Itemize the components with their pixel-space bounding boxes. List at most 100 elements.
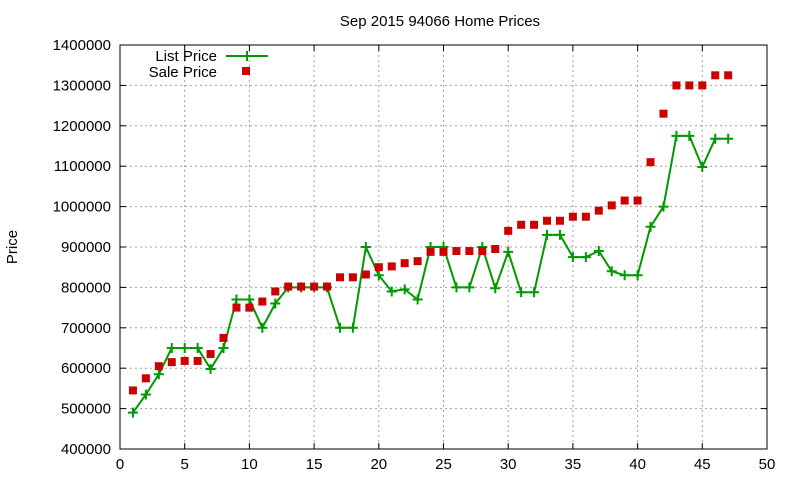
y-tick-label: 600000	[61, 360, 111, 377]
list-price-point	[399, 284, 410, 295]
sale-price-point	[594, 206, 603, 215]
x-tick-label: 25	[435, 456, 452, 473]
list-price-point	[334, 322, 345, 333]
legend-label-sale-price: Sale Price	[149, 64, 217, 81]
series-sale-price	[128, 71, 733, 395]
legend-marker-list-price	[242, 51, 252, 61]
sale-price-point	[517, 220, 526, 229]
sale-price-point	[413, 257, 422, 266]
sale-price-point	[504, 226, 513, 235]
list-price-point	[503, 246, 514, 257]
list-price-point	[671, 130, 682, 141]
y-tick-label: 900000	[61, 239, 111, 256]
list-price-point	[373, 270, 384, 281]
list-price-point	[490, 283, 501, 294]
sale-price-point	[633, 196, 642, 205]
list-price-point	[257, 322, 268, 333]
list-price-point	[244, 294, 255, 305]
x-tick-labels: 0 5 10 15 20 25 30 35 40 45 50	[116, 456, 776, 473]
legend-label-list-price: List Price	[155, 48, 217, 65]
chart-title: Sep 2015 94066 Home Prices	[340, 13, 540, 30]
list-price-point	[645, 221, 656, 232]
list-price-point	[347, 322, 358, 333]
sale-price-point	[348, 273, 357, 282]
y-tick-label: 1100000	[54, 158, 111, 175]
sale-price-point	[659, 109, 668, 118]
sale-price-point	[297, 282, 306, 291]
x-tick-label: 30	[500, 456, 517, 473]
list-price-point	[619, 270, 630, 281]
sale-price-point	[672, 81, 681, 90]
sale-price-point	[245, 303, 254, 312]
list-price-point	[697, 162, 708, 173]
sale-price-point	[439, 247, 448, 256]
x-tick-label: 40	[629, 456, 646, 473]
sale-price-point	[180, 356, 189, 365]
list-price-point	[529, 287, 540, 298]
sale-price-point	[374, 263, 383, 272]
sale-price-point	[284, 282, 293, 291]
list-price-point	[542, 229, 553, 240]
grid	[120, 45, 767, 449]
list-price-point	[270, 298, 281, 309]
sale-price-point	[724, 71, 733, 80]
list-price-point	[723, 133, 734, 144]
list-price-point	[386, 286, 397, 297]
sale-price-point	[271, 287, 280, 296]
y-tick-label: 700000	[61, 320, 111, 337]
list-price-point	[567, 252, 578, 263]
sale-price-point	[310, 282, 319, 291]
y-tick-label: 1300000	[53, 77, 111, 94]
x-tick-label: 15	[306, 456, 323, 473]
list-price-point	[140, 389, 151, 400]
y-tick-label: 400000	[61, 441, 111, 458]
sale-price-point	[530, 220, 539, 229]
list-price-point	[554, 229, 565, 240]
list-price-point	[451, 282, 462, 293]
x-tick-label: 50	[759, 456, 776, 473]
sale-price-point	[568, 212, 577, 221]
y-tick-label: 1200000	[53, 118, 111, 135]
x-tick-label: 10	[241, 456, 258, 473]
sale-price-point	[478, 247, 487, 256]
sale-price-point	[258, 297, 267, 306]
sale-price-point	[361, 270, 370, 279]
sale-price-point	[698, 81, 707, 90]
sale-price-point	[206, 350, 215, 359]
sale-price-point	[555, 216, 564, 225]
list-price-point	[360, 242, 371, 252]
sale-price-point	[335, 273, 344, 282]
sale-price-point	[154, 362, 163, 371]
list-price-point	[658, 201, 669, 212]
x-tick-label: 20	[370, 456, 387, 473]
list-price-point	[127, 407, 138, 418]
sale-price-point	[685, 81, 694, 90]
x-tick-label: 0	[116, 456, 124, 473]
y-tick-label: 800000	[61, 279, 111, 296]
y-tick-labels: 400000 500000 600000 700000 800000 900000 1000…	[53, 37, 111, 458]
sale-price-point	[581, 212, 590, 221]
sale-price-point	[607, 201, 616, 210]
sale-price-point	[426, 247, 435, 256]
list-price-point	[606, 266, 617, 277]
list-price-point	[179, 343, 190, 353]
y-tick-label: 500000	[61, 401, 111, 418]
list-price-point	[593, 246, 604, 257]
sale-price-point	[646, 158, 655, 167]
list-price-point	[710, 133, 721, 144]
sale-price-point	[620, 196, 629, 205]
list-price-point	[166, 343, 177, 353]
list-price-line	[132, 134, 729, 414]
axis-ticks	[119, 44, 768, 450]
list-price-point	[192, 343, 203, 353]
series-list-price	[127, 130, 734, 418]
sale-price-point	[219, 333, 228, 342]
sale-price-point	[323, 282, 332, 291]
list-price-point	[464, 282, 475, 293]
list-price-point	[580, 252, 591, 263]
y-tick-label: 1400000	[53, 37, 111, 54]
legend-marker-sale-price	[242, 67, 250, 75]
sale-price-point	[167, 358, 176, 367]
list-price-point	[412, 294, 423, 305]
